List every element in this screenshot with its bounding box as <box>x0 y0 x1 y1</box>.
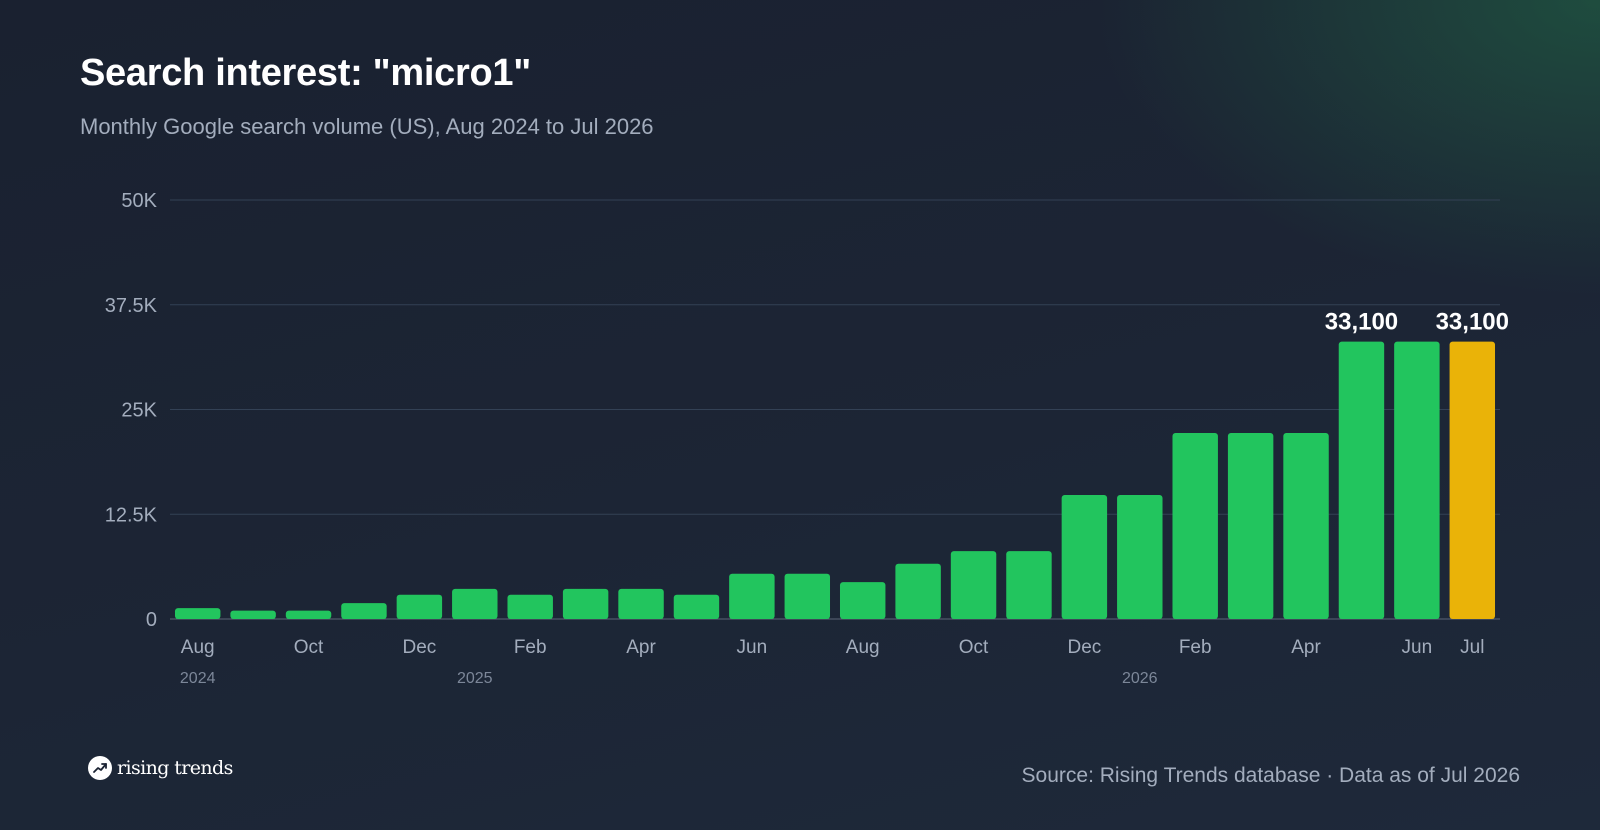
year-label: 2024 <box>180 670 216 687</box>
bar <box>230 610 276 619</box>
bar <box>673 594 720 619</box>
x-tick-label: Jun <box>737 637 768 658</box>
x-tick-label: Dec <box>402 637 436 658</box>
bar <box>1227 432 1274 619</box>
bar <box>950 551 997 619</box>
bar-chart: 0 12.5K 25K 37.5K 50K Aug Oct Dec Feb Apr Jun Aug Oc… <box>105 190 1509 687</box>
brand-name: rising trends <box>117 757 233 779</box>
data-label: 33,100 <box>1325 309 1398 336</box>
x-tick-label: Apr <box>626 637 656 658</box>
bar <box>396 594 443 619</box>
x-tick-label: Feb <box>1179 637 1212 658</box>
bar <box>285 610 332 619</box>
y-tick-label: 37.5K <box>105 295 158 317</box>
bar <box>1338 341 1385 619</box>
x-tick-label: Aug <box>181 637 215 658</box>
trending-up-icon <box>88 756 112 780</box>
y-tick-label: 12.5K <box>105 504 158 526</box>
bar <box>174 608 221 619</box>
x-tick-label: Apr <box>1291 637 1321 658</box>
bar <box>895 563 941 619</box>
chart-subtitle: Monthly Google search volume (US), Aug 2… <box>80 114 654 139</box>
bar <box>784 573 831 619</box>
x-tick-label: Aug <box>846 637 880 658</box>
year-label: 2026 <box>1122 670 1158 687</box>
bar <box>1117 494 1163 619</box>
brand-logo: rising trends <box>88 756 233 780</box>
x-tick-label: Feb <box>514 637 547 658</box>
bar <box>562 588 609 619</box>
bar <box>507 594 553 619</box>
bar <box>729 573 775 619</box>
bar <box>839 582 886 619</box>
x-tick-label: Dec <box>1067 637 1101 658</box>
y-tick-label: 0 <box>146 609 157 631</box>
x-tick-label: Oct <box>294 637 324 658</box>
x-tick-label: Oct <box>959 637 989 658</box>
bar <box>341 603 387 619</box>
x-tick-label: Jul <box>1460 637 1484 658</box>
bar <box>1172 432 1218 619</box>
data-label: 33,100 <box>1436 309 1509 336</box>
bar <box>1283 432 1329 619</box>
bar <box>1061 494 1108 619</box>
source-note: Source: Rising Trends database · Data as… <box>1021 764 1520 787</box>
y-tick-label: 50K <box>121 190 157 212</box>
bar <box>618 588 664 619</box>
x-tick-label: Jun <box>1402 637 1433 658</box>
year-label: 2025 <box>457 670 493 687</box>
bar <box>1394 341 1440 619</box>
bar <box>452 588 498 619</box>
chart-title: Search interest: "micro1" <box>80 52 531 94</box>
bar <box>1006 551 1052 619</box>
bar <box>1449 341 1496 619</box>
y-tick-label: 25K <box>121 400 157 422</box>
